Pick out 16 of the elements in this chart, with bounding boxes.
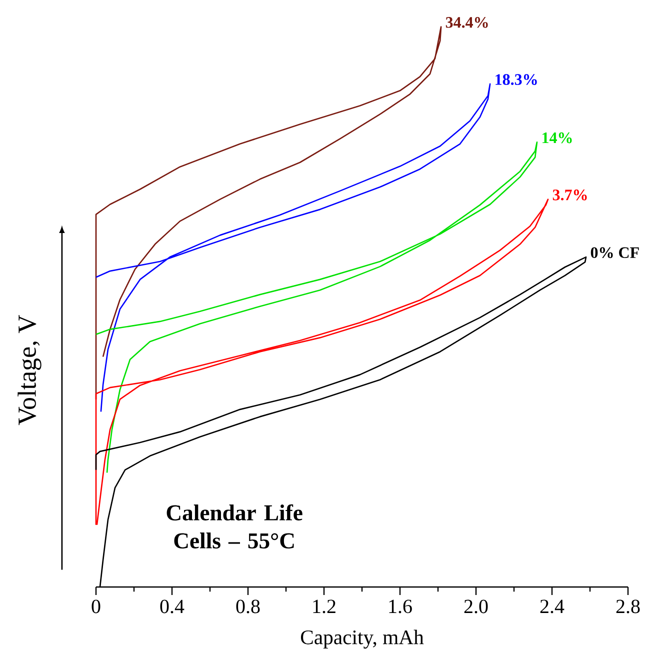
x-tick-label: 0	[92, 600, 100, 614]
y-axis-title: Voltage, V	[18, 314, 42, 426]
x-tick-label: 0.4	[160, 600, 184, 614]
x-tick-label: 2.0	[464, 600, 488, 614]
x-tick-label: 1.2	[313, 600, 336, 614]
series-label: 14%	[542, 132, 572, 144]
series-label: 0% CF	[590, 247, 639, 258]
series-label: 34.4%	[446, 16, 488, 28]
series-label: 3.7%	[552, 190, 587, 200]
x-tick-label: 2.8	[616, 600, 640, 614]
annotation: Calendar Life Cells – 55°C	[166, 504, 302, 549]
x-tick-label: 0.8	[236, 600, 260, 614]
x-axis-title: Capacity, mAh	[300, 630, 424, 649]
series-label: 18.3%	[496, 74, 537, 86]
x-tick-label: 1.6	[389, 600, 412, 614]
x-tick-label: 2.4	[540, 600, 564, 614]
